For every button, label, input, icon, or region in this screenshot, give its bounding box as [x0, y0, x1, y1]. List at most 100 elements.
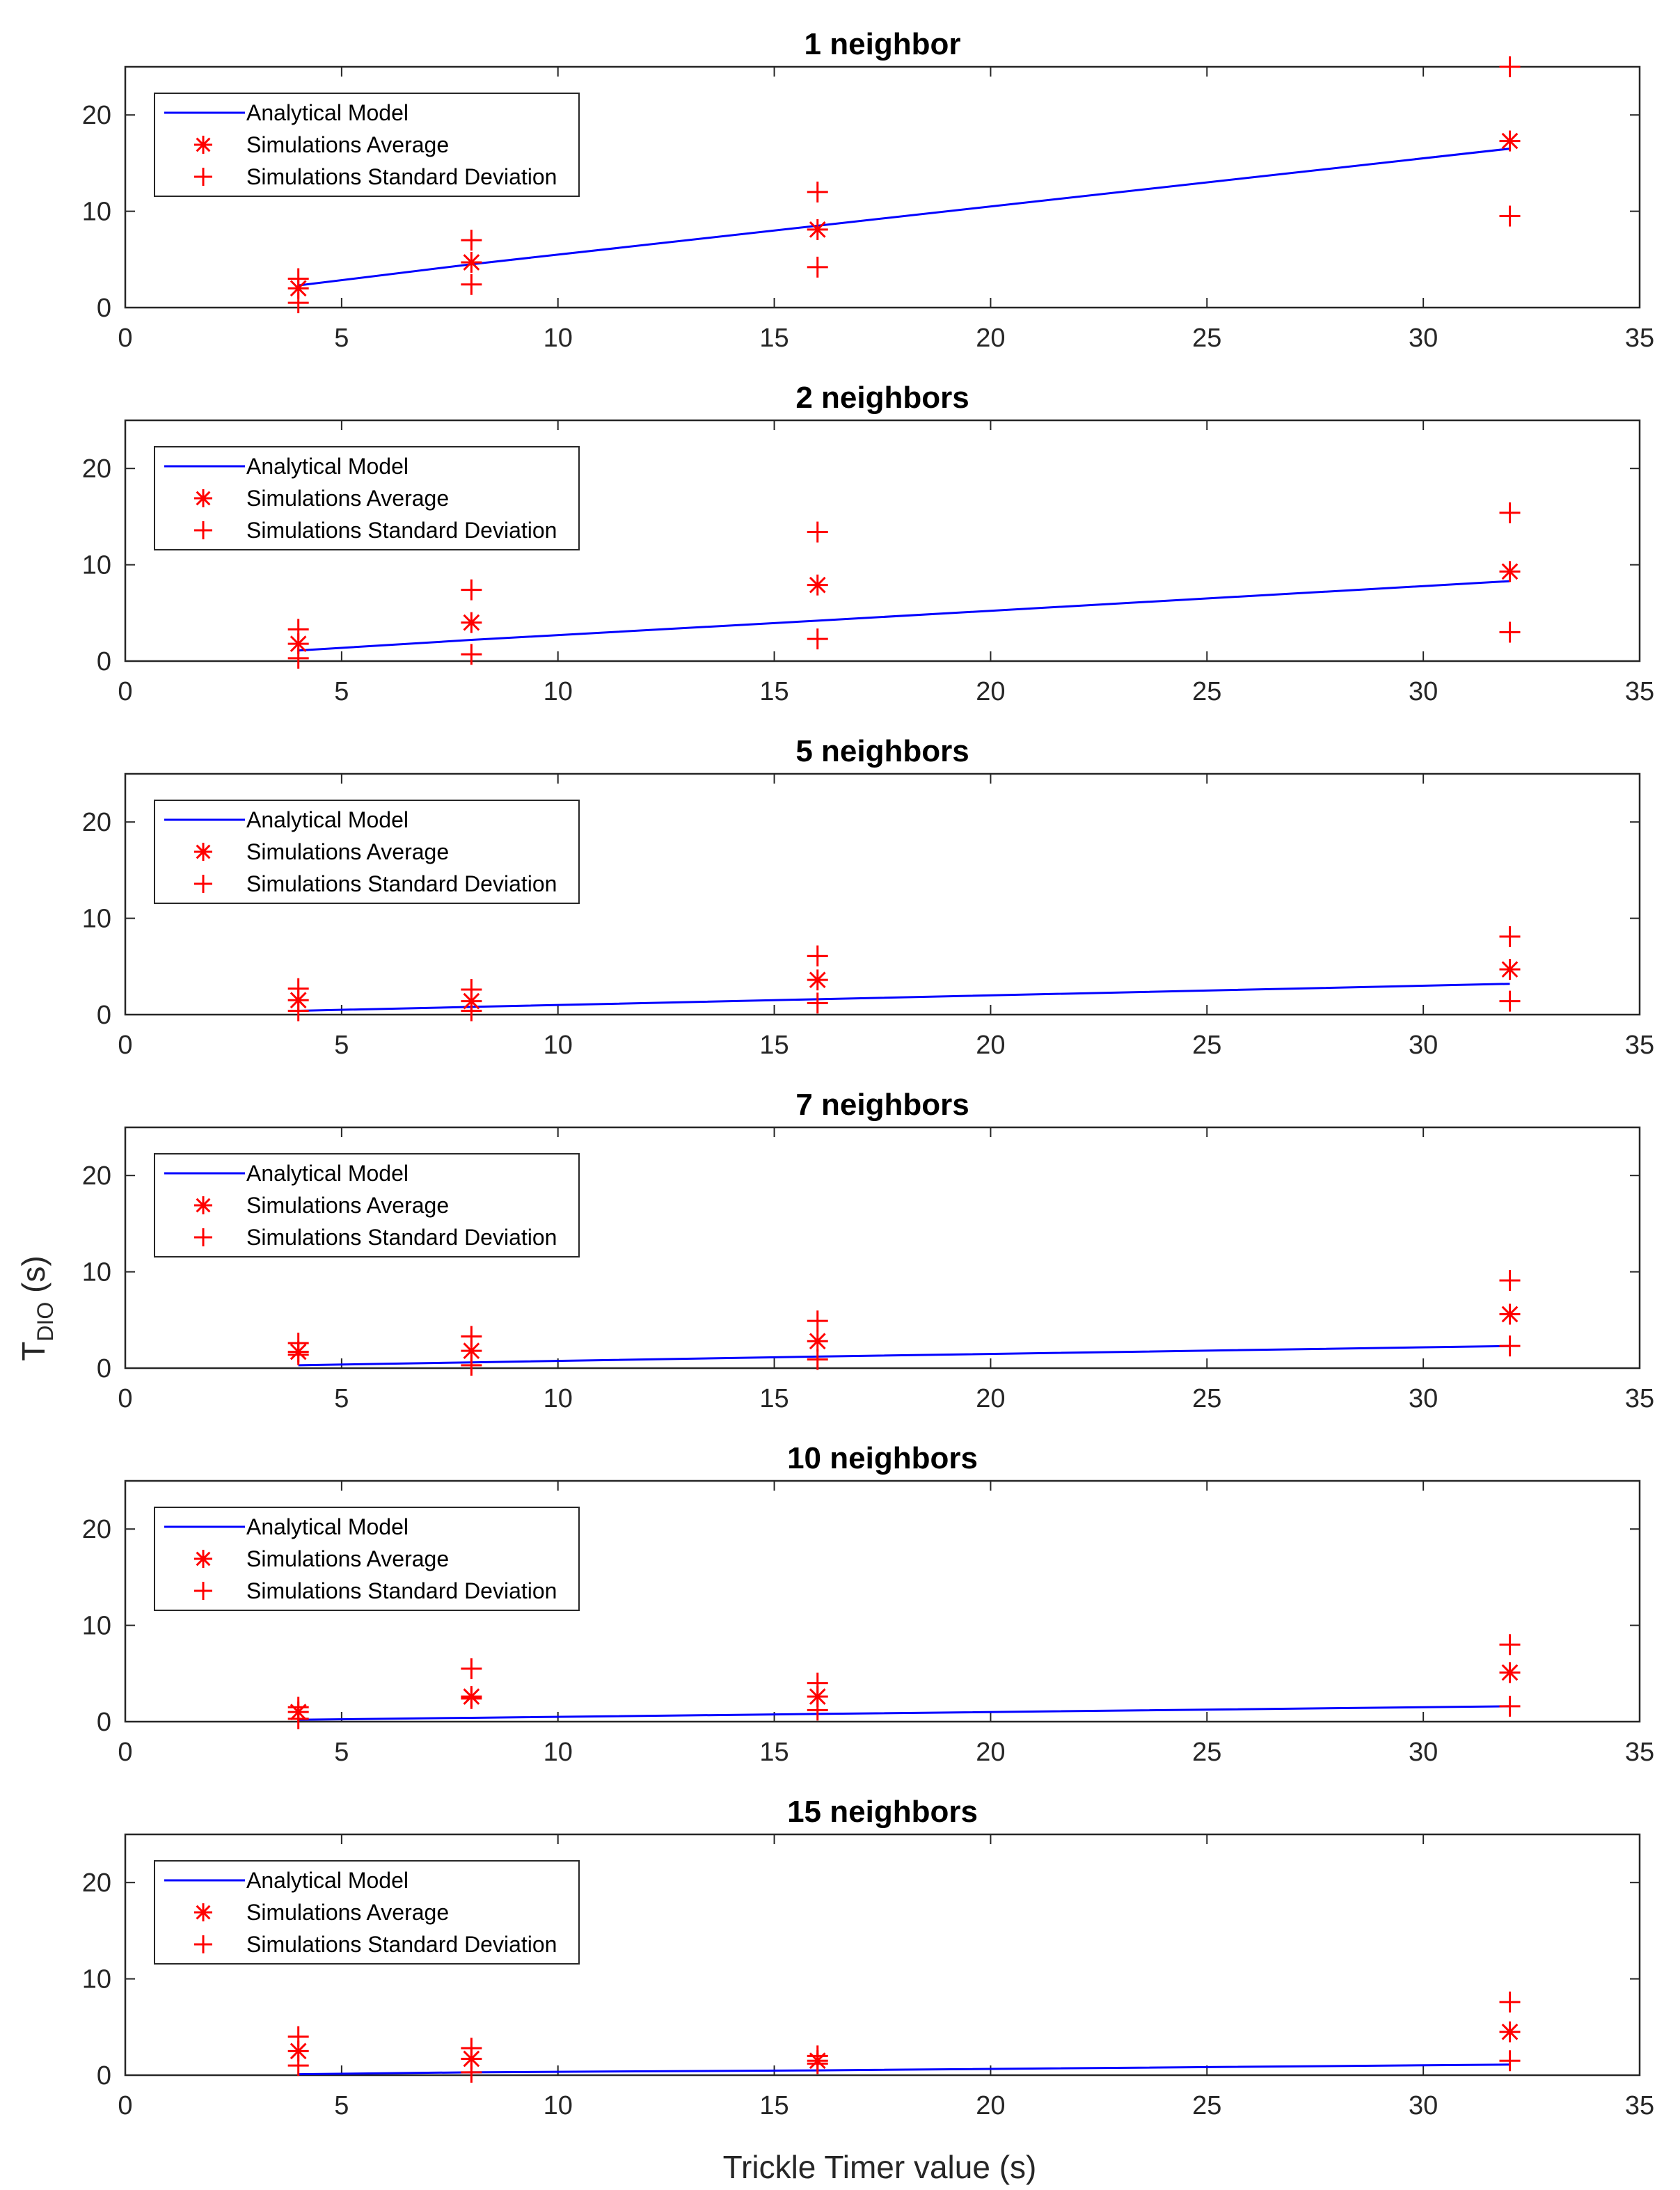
- legend-star-swatch: [194, 1196, 212, 1214]
- x-tick-label: 35: [1625, 324, 1654, 353]
- legend-label: Simulations Standard Deviation: [246, 1932, 557, 1957]
- x-tick-label: 5: [334, 1738, 349, 1767]
- x-tick-label: 30: [1409, 2091, 1438, 2120]
- y-tick-label: 10: [82, 905, 111, 934]
- legend-label: Simulations Average: [246, 839, 449, 864]
- std-lower-point: [287, 1708, 309, 1729]
- legend-label: Simulations Standard Deviation: [246, 1225, 557, 1250]
- subplot-6: 15 neighbors 0 5 10 15 20 25 30 35 0 10 20 Analytica…: [82, 1795, 1654, 2120]
- legend-label: Analytical Model: [246, 1868, 409, 1893]
- x-axis-label: Trickle Timer value (s): [723, 2149, 1037, 2185]
- analytical-model-line: [298, 1344, 1510, 1367]
- legend-label: Simulations Standard Deviation: [246, 518, 557, 543]
- subplot-3: 5 neighbors 0 5 10 15 20 25 30 35 0 10 20 Analytical…: [82, 734, 1654, 1060]
- legend-box: [154, 1153, 580, 1257]
- legend-star-swatch: [194, 136, 212, 154]
- std-lower-point: [287, 647, 309, 669]
- y-tick-label: 10: [82, 198, 111, 227]
- legend: Analytical Model Simulations Average Simul…: [154, 1860, 580, 1965]
- x-tick-label: 15: [759, 1031, 789, 1060]
- subplot-title: 5 neighbors: [795, 734, 969, 768]
- x-tick-label: 15: [759, 1738, 789, 1767]
- x-tick-label: 0: [118, 1031, 132, 1060]
- x-tick-label: 5: [334, 2091, 349, 2120]
- y-tick-label: 10: [82, 1612, 111, 1641]
- y-tick-label: 0: [97, 647, 111, 676]
- legend-plus-swatch: [194, 1228, 212, 1246]
- x-tick-label: 15: [759, 324, 789, 353]
- std-lower-point: [461, 273, 482, 295]
- average-point: [1499, 130, 1521, 152]
- x-tick-label: 30: [1409, 1738, 1438, 1767]
- analytical-model-line: [298, 580, 1510, 652]
- x-tick-label: 0: [118, 1738, 132, 1767]
- legend: Analytical Model Simulations Average Simul…: [154, 800, 580, 904]
- std-lower-point: [461, 2061, 482, 2083]
- std-upper-point: [287, 2026, 309, 2047]
- legend-label: Simulations Average: [246, 132, 449, 157]
- subplot-title: 15 neighbors: [787, 1795, 978, 1829]
- std-lower-point: [287, 2055, 309, 2077]
- average-point: [461, 251, 482, 273]
- std-upper-point: [1499, 56, 1521, 77]
- std-upper-point: [807, 945, 828, 967]
- std-upper-point: [807, 1672, 828, 1694]
- x-tick-label: 10: [544, 1031, 573, 1060]
- x-tick-label: 25: [1192, 324, 1221, 353]
- legend-label: Analytical Model: [246, 807, 409, 832]
- y-tick-label: 20: [82, 1515, 111, 1544]
- std-upper-point: [1499, 1991, 1521, 2013]
- legend-box: [154, 1860, 580, 1965]
- legend: Analytical Model Simulations Average Simul…: [154, 446, 580, 550]
- x-tick-label: 25: [1192, 2091, 1221, 2120]
- x-tick-label: 0: [118, 2091, 132, 2120]
- average-point: [807, 219, 828, 240]
- std-upper-point: [807, 521, 828, 543]
- y-tick-label: 10: [82, 1965, 111, 1994]
- std-upper-point: [287, 619, 309, 640]
- average-point: [807, 969, 828, 991]
- x-tick-label: 25: [1192, 1738, 1221, 1767]
- x-tick-label: 15: [759, 1384, 789, 1413]
- std-lower-point: [1499, 990, 1521, 1012]
- std-lower-point: [807, 256, 828, 278]
- x-tick-label: 20: [976, 677, 1005, 706]
- x-tick-label: 10: [544, 1384, 573, 1413]
- std-lower-point: [1499, 1695, 1521, 1717]
- std-lower-point: [287, 1344, 309, 1365]
- subplot-title: 10 neighbors: [787, 1441, 978, 1475]
- std-lower-point: [1499, 205, 1521, 227]
- x-tick-label: 15: [759, 2091, 789, 2120]
- x-tick-label: 20: [976, 1031, 1005, 1060]
- legend-plus-swatch: [194, 168, 212, 186]
- legend-box: [154, 1507, 580, 1611]
- legend-label: Simulations Standard Deviation: [246, 871, 557, 896]
- std-lower-point: [461, 1688, 482, 1709]
- y-axis-label-subscript: DIO: [33, 1302, 58, 1342]
- legend-label: Analytical Model: [246, 100, 409, 125]
- subplot-title: 2 neighbors: [795, 381, 969, 415]
- x-tick-label: 10: [544, 2091, 573, 2120]
- x-tick-label: 0: [118, 1384, 132, 1413]
- std-lower-point: [807, 1699, 828, 1721]
- legend-plus-swatch: [194, 1935, 212, 1953]
- average-point: [1499, 1303, 1521, 1325]
- y-tick-label: 10: [82, 1258, 111, 1287]
- legend-box: [154, 800, 580, 904]
- std-upper-point: [287, 978, 309, 999]
- std-lower-point: [1499, 1335, 1521, 1357]
- y-tick-label: 0: [97, 294, 111, 323]
- legend-label: Analytical Model: [246, 1161, 409, 1186]
- std-upper-point: [1499, 926, 1521, 947]
- std-lower-point: [807, 628, 828, 650]
- y-tick-label: 20: [82, 454, 111, 484]
- std-upper-point: [287, 268, 309, 289]
- subplot-5: 10 neighbors 0 5 10 15 20 25 30 35 0 10 20 Analytica…: [82, 1441, 1654, 1767]
- x-tick-label: 30: [1409, 324, 1438, 353]
- subplot-2: 2 neighbors 0 5 10 15 20 25 30 35 0 10 20 Analytical…: [82, 381, 1654, 706]
- std-upper-point: [461, 1658, 482, 1679]
- subplots: 1 neighbor 0 5 10 15 20 25 30 35 0 10 20 Analytical …: [82, 27, 1654, 2120]
- x-tick-label: 0: [118, 324, 132, 353]
- x-tick-label: 30: [1409, 1031, 1438, 1060]
